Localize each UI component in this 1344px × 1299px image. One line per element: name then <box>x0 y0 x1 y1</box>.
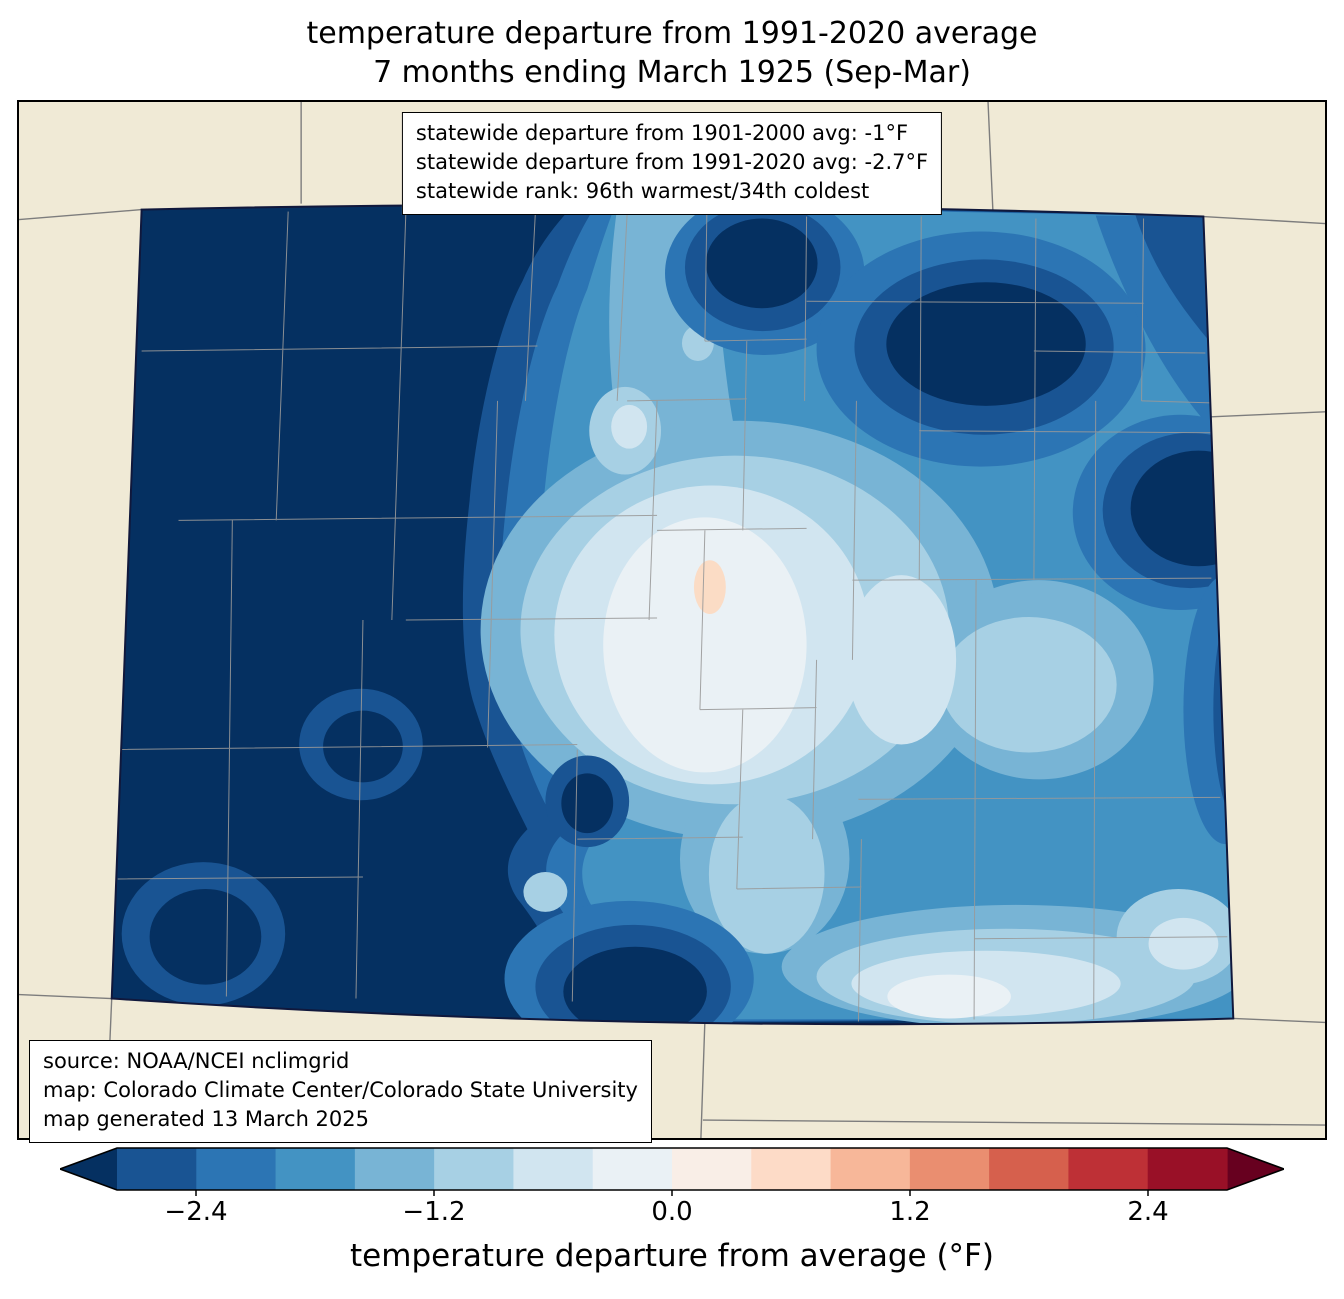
colorbar <box>60 1147 1284 1196</box>
tick-label-neg2.4: −2.4 <box>164 1197 228 1227</box>
colorbar-tick-marks <box>195 1190 1149 1196</box>
map-frame: statewide departure from 1901-2000 avg: … <box>17 100 1327 1143</box>
warm-anomaly-spot <box>693 560 726 615</box>
page-title-line2: 7 months ending March 1925 (Sep-Mar) <box>373 55 971 90</box>
stats-line-2: statewide departure from 1991-2020 avg: … <box>415 149 929 174</box>
source-credits-box: source: NOAA/NCEI nclimgrid map: Colorad… <box>29 1040 652 1143</box>
stats-line-1: statewide departure from 1901-2000 avg: … <box>415 121 909 145</box>
tick-label-1.2: 1.2 <box>889 1197 931 1227</box>
tick-label-0.0: 0.0 <box>651 1197 693 1227</box>
colorbar-over-arrow <box>1227 1148 1284 1190</box>
tick-label-neg1.2: −1.2 <box>402 1197 466 1227</box>
statewide-stats-box: statewide departure from 1901-2000 avg: … <box>401 112 943 215</box>
credits-line-2: map: Colorado Climate Center/Colorado St… <box>43 1077 638 1102</box>
credits-line-3: map generated 13 March 2025 <box>43 1106 370 1131</box>
credits-line-1: source: NOAA/NCEI nclimgrid <box>43 1049 350 1073</box>
colorbar-tick-labels: −2.4 −1.2 0.0 1.2 2.4 <box>60 1197 1284 1229</box>
colorbar-axis-label: temperature departure from average (°F) <box>350 1238 994 1274</box>
colorado-temperature-map <box>19 102 1325 1138</box>
stats-line-3: statewide rank: 96th warmest/34th coldes… <box>415 178 870 203</box>
contour-fills <box>111 204 1234 1025</box>
county-borders <box>117 209 1228 1022</box>
tick-label-2.4: 2.4 <box>1127 1197 1169 1227</box>
colorbar-outline <box>60 1147 1284 1191</box>
colorbar-bands <box>117 1148 1228 1190</box>
page-title-line1: temperature departure from 1991-2020 ave… <box>306 16 1038 51</box>
colorbar-under-arrow <box>60 1148 117 1190</box>
